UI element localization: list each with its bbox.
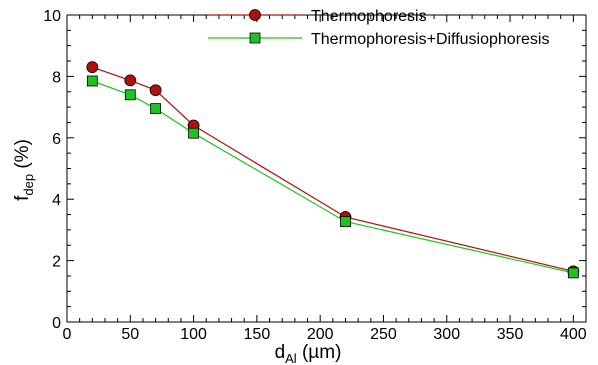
legend-marker <box>249 32 261 44</box>
series-layer <box>86 61 580 279</box>
y-tick-label: 6 <box>52 131 61 148</box>
x-axis-label: dAl (µm) <box>275 342 342 365</box>
x-tick-label: 350 <box>497 326 524 343</box>
y-axis-label-unit: (%) <box>12 139 33 174</box>
data-point <box>86 75 98 87</box>
y-axis-label: fdep (%) <box>12 139 36 201</box>
y-tick-label: 10 <box>43 8 61 25</box>
data-point <box>149 84 162 97</box>
data-point <box>124 89 136 101</box>
legend: Thermophoresis Thermophoresis+Diffusiopho… <box>208 8 549 48</box>
x-tick-label: 150 <box>244 326 271 343</box>
series-line-2 <box>92 80 574 274</box>
legend-marker <box>249 9 261 21</box>
y-tick-label: 8 <box>52 69 61 86</box>
data-point <box>567 267 579 279</box>
y-tick-label: 0 <box>52 315 61 332</box>
x-tick-label: 100 <box>180 326 207 343</box>
x-axis-label-unit: (µm) <box>297 342 342 363</box>
y-tick-label: 4 <box>52 192 61 209</box>
series-line-1 <box>92 66 574 272</box>
data-point <box>340 216 351 228</box>
x-tick-label: 250 <box>370 326 397 343</box>
legend-label: Thermophoresis <box>311 8 427 25</box>
x-axis-label-sub: Al <box>285 351 297 365</box>
x-tick-label: 50 <box>121 326 139 343</box>
x-tick-label: 400 <box>560 326 587 343</box>
data-point <box>188 127 199 139</box>
y-axis-label-main: f <box>12 195 33 201</box>
x-tick-label: 200 <box>307 326 334 343</box>
data-point <box>86 61 99 74</box>
data-point <box>150 103 162 115</box>
y-tick-label: 2 <box>52 254 61 271</box>
legend-label: Thermophoresis+Diffusiophoresis <box>311 31 549 48</box>
x-tick-label: 300 <box>433 326 460 343</box>
data-point <box>124 74 137 87</box>
plot-frame <box>66 14 587 323</box>
axes: 0 50 100 150 200 250 300 350 400 0 2 4 6 8 10 <box>43 8 587 343</box>
x-axis-label-main: d <box>275 342 286 363</box>
x-tick-label: 0 <box>63 326 72 343</box>
y-axis-label-sub: dep <box>21 174 36 196</box>
